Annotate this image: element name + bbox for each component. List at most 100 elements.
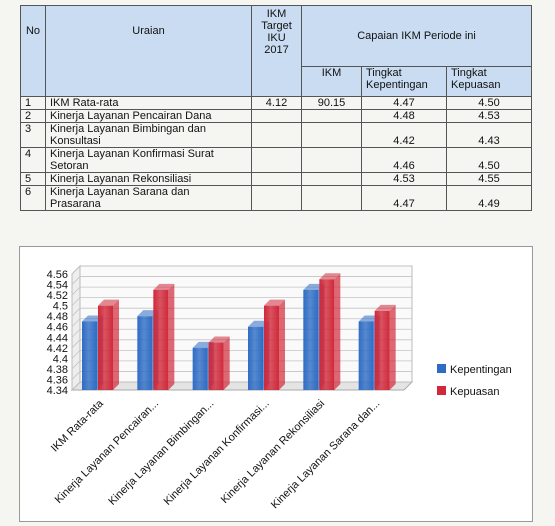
cell-uraian: IKM Rata-rata [45, 96, 252, 110]
bar-kepentingan [137, 316, 153, 390]
y-tick-label: 4.36 [47, 374, 68, 386]
cell-no: 3 [20, 122, 46, 148]
header-kepuasan: Tingkat Kepuasan [445, 66, 533, 97]
cell-uraian: Kinerja Layanan Konfirmasi Surat Setoran [45, 147, 252, 173]
header-ikm-target: IKM Target IKU 2017 [251, 5, 302, 97]
y-tick-label: 4.52 [47, 290, 68, 302]
cell-no: 4 [20, 147, 46, 173]
bar-top [303, 283, 325, 290]
bar-top [358, 315, 380, 322]
header-ikm-target-line-4: 2017 [264, 44, 289, 56]
y-tick-label: 4.38 [47, 364, 68, 376]
y-tick-label: 4.48 [47, 311, 68, 323]
legend-swatch-kepentingan [437, 364, 446, 373]
legend-swatch-kepuasan [437, 386, 446, 395]
gridline [71, 276, 412, 285]
uraian-line: Kinerja Layanan Bimbingan dan [50, 123, 206, 135]
header-ikm: IKM [301, 66, 362, 97]
gridline [71, 371, 412, 380]
bar-kepentingan [358, 321, 374, 390]
bar-side [279, 299, 285, 390]
y-tick-label: 4.46 [47, 322, 68, 334]
gridline [71, 339, 412, 349]
bar-kepentingan [192, 347, 208, 390]
cell-no: 5 [20, 172, 46, 186]
cell-kepentingan: 4.47 [361, 185, 447, 211]
bar-side [113, 299, 119, 390]
cell-kepuasan: 4.50 [445, 147, 533, 173]
x-category-label: Kinerja Layanan Pencairan... [53, 398, 161, 506]
header-kepentingan-line-1: Tingkat [366, 67, 402, 79]
bar-kepuasan [264, 305, 279, 390]
bar-top [248, 320, 269, 327]
header-kepentingan-line-2: Kepentingan [366, 79, 428, 91]
y-tick-label: 4.56 [47, 269, 68, 281]
bar-top [82, 315, 103, 322]
header-ikm-target-line-1: IKM [266, 8, 287, 20]
cell-no: 2 [20, 109, 46, 123]
x-category-label: IKM Rata-rata [49, 397, 107, 455]
cell-ikm [301, 185, 362, 211]
cell-kepentingan: 4.42 [361, 122, 447, 148]
y-tick-label: 4.54 [47, 280, 68, 292]
cell-ikm: 90.15 [301, 96, 362, 110]
bar-kepuasan [374, 310, 390, 390]
y-tick-label: 4.42 [47, 343, 68, 355]
cell-no: 6 [20, 185, 46, 211]
legend-label: Kepentingan [450, 364, 512, 376]
header-kepentingan: Tingkat Kepentingan [361, 66, 447, 97]
header-uraian: Uraian [45, 5, 252, 97]
cell-target: 4.12 [251, 96, 302, 110]
uraian-line: Kinerja Layanan Konfirmasi Surat [50, 148, 214, 160]
x-category-label: Kinerja Layanan Konfirmasi... [162, 398, 272, 508]
table-row: 6 Kinerja Layanan Sarana dan Prasarana 4.47… [20, 185, 533, 211]
y-tick-label: 4.44 [47, 332, 68, 344]
bar-top [153, 283, 175, 290]
cell-kepentingan: 4.46 [361, 147, 447, 173]
gridline [71, 297, 412, 306]
cell-kepentingan: 4.48 [361, 109, 447, 123]
cell-uraian: Kinerja Layanan Sarana dan Prasarana [45, 185, 252, 211]
uraian-line: Setoran [50, 160, 89, 172]
bar-side [168, 283, 175, 390]
bar-kepuasan [153, 289, 169, 390]
legend-label: Kepuasan [450, 386, 500, 398]
cell-ikm [301, 122, 362, 148]
table-row: 2 Kinerja Layanan Pencairan Dana 4.48 4.53 [20, 109, 533, 123]
cell-ikm [301, 109, 362, 123]
cell-uraian: Kinerja Layanan Pencairan Dana [45, 109, 252, 123]
uraian-line: IKM Rata-rata [50, 97, 119, 109]
bar-kepuasan [98, 305, 113, 390]
bar-top [319, 273, 341, 280]
uraian-line: Kinerja Layanan Rekonsiliasi [50, 173, 192, 185]
cell-kepentingan: 4.47 [361, 96, 447, 110]
cell-kepuasan: 4.49 [445, 185, 533, 211]
cell-kepuasan: 4.55 [445, 172, 533, 186]
cell-kepuasan: 4.53 [445, 109, 533, 123]
header-ikm-target-line-2: Target [261, 20, 292, 32]
cell-target [251, 122, 302, 148]
cell-kepuasan: 4.43 [445, 122, 533, 148]
table-row: 1 IKM Rata-rata 4.12 90.15 4.47 4.50 [20, 96, 533, 110]
cell-target [251, 185, 302, 211]
cell-no: 1 [20, 96, 46, 110]
gridline [71, 318, 412, 328]
bar-top [137, 310, 159, 317]
bar-top [374, 304, 396, 311]
header-kepuasan-line-2: Kepuasan [451, 79, 501, 91]
x-category-label: Kinerja Layanan Sarana dan... [269, 398, 383, 512]
cell-uraian: Kinerja Layanan Bimbingan dan Konsultasi [45, 122, 252, 148]
header-ikm-target-line-3: IKU [267, 32, 286, 44]
cell-target [251, 147, 302, 173]
gridline [71, 286, 412, 296]
gridline [71, 307, 412, 317]
ikm-table: No Uraian IKM Target IKU 2017 Capaian IK… [20, 5, 533, 211]
chart-container: 4.56 4.54 4.52 4.5 4.48 4.46 4.44 4.42 4.4 4.38 4.… [19, 246, 533, 522]
bar-kepentingan [248, 326, 263, 390]
bar-top [192, 341, 214, 348]
y-tick-label: 4.5 [53, 301, 68, 313]
cell-target [251, 109, 302, 123]
table-row: 4 Kinerja Layanan Konfirmasi Surat Setoran… [20, 147, 533, 173]
gridline [71, 265, 412, 275]
cell-uraian: Kinerja Layanan Rekonsiliasi [45, 172, 252, 186]
